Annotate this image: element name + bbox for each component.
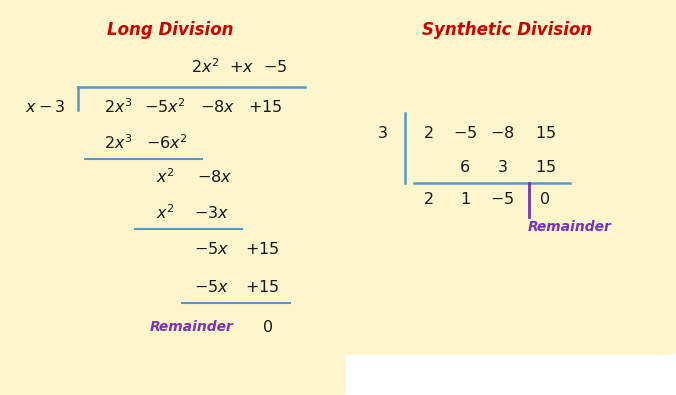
Text: $+x$: $+x$ xyxy=(229,60,254,75)
Text: $15$: $15$ xyxy=(535,125,556,141)
Text: Remainder: Remainder xyxy=(150,320,234,334)
Text: $-5$: $-5$ xyxy=(263,59,287,75)
Text: $-8$: $-8$ xyxy=(489,125,514,141)
Text: $-5$: $-5$ xyxy=(453,125,477,141)
Text: $x^2$: $x^2$ xyxy=(155,204,174,222)
Text: $2$: $2$ xyxy=(422,125,433,141)
Text: $x^2$: $x^2$ xyxy=(155,167,174,186)
Text: $x-3$: $x-3$ xyxy=(25,99,65,115)
Text: $+15$: $+15$ xyxy=(248,99,282,115)
Text: $-6x^2$: $-6x^2$ xyxy=(146,134,188,152)
Text: $-8x$: $-8x$ xyxy=(197,169,233,185)
Text: $3$: $3$ xyxy=(497,159,508,175)
Text: $+15$: $+15$ xyxy=(245,279,279,295)
Text: Long Division: Long Division xyxy=(107,21,233,39)
Text: $-5x$: $-5x$ xyxy=(195,279,230,295)
FancyBboxPatch shape xyxy=(333,0,676,355)
Text: Remainder: Remainder xyxy=(528,220,612,234)
Text: $6$: $6$ xyxy=(460,159,470,175)
Text: $3$: $3$ xyxy=(377,125,387,141)
Text: $2$: $2$ xyxy=(422,191,433,207)
Text: $+15$: $+15$ xyxy=(245,241,279,257)
Text: $2x^2$: $2x^2$ xyxy=(191,58,219,76)
Text: $-8x$: $-8x$ xyxy=(200,99,236,115)
Text: $-5x^2$: $-5x^2$ xyxy=(144,98,186,117)
FancyBboxPatch shape xyxy=(0,0,346,395)
Text: Synthetic Division: Synthetic Division xyxy=(422,21,592,39)
Text: $1$: $1$ xyxy=(460,191,470,207)
Text: $0$: $0$ xyxy=(262,319,274,335)
Text: $2x^3$: $2x^3$ xyxy=(103,98,132,117)
Text: $0$: $0$ xyxy=(539,191,550,207)
Text: $-5$: $-5$ xyxy=(490,191,514,207)
Text: $-3x$: $-3x$ xyxy=(195,205,230,221)
Text: $15$: $15$ xyxy=(535,159,556,175)
Text: $-5x$: $-5x$ xyxy=(195,241,230,257)
Text: $2x^3$: $2x^3$ xyxy=(103,134,132,152)
